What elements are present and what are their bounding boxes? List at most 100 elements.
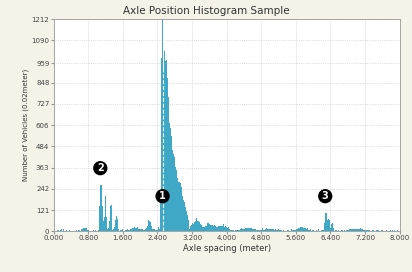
Bar (143, 230, 144, 231)
Bar (328, 219, 329, 231)
Bar (306, 229, 307, 231)
Bar (122, 229, 123, 231)
Bar (123, 230, 124, 231)
Bar (366, 230, 367, 231)
Bar (287, 230, 288, 231)
Bar (346, 230, 347, 231)
Bar (149, 221, 150, 231)
Bar (363, 230, 364, 231)
Bar (210, 225, 211, 231)
Bar (367, 230, 368, 231)
Bar (217, 227, 218, 231)
Bar (189, 227, 190, 231)
Bar (276, 230, 277, 231)
Bar (110, 206, 111, 231)
Bar (131, 229, 132, 231)
Bar (233, 230, 234, 231)
Bar (223, 224, 224, 231)
Bar (260, 230, 261, 231)
Text: 3: 3 (322, 191, 329, 201)
Bar (220, 226, 221, 231)
Bar (161, 58, 162, 231)
Bar (126, 230, 127, 231)
Bar (221, 226, 222, 231)
Bar (308, 230, 309, 231)
Bar (190, 226, 191, 231)
Bar (151, 226, 152, 231)
Bar (265, 230, 267, 231)
Bar (60, 230, 61, 231)
Bar (133, 228, 134, 231)
Bar (154, 229, 155, 231)
Bar (253, 229, 254, 231)
Bar (291, 229, 293, 231)
Bar (83, 228, 84, 231)
Y-axis label: Number of Vehicles (0.02meter): Number of Vehicles (0.02meter) (22, 69, 28, 181)
Bar (132, 227, 133, 231)
Bar (353, 229, 354, 231)
Bar (349, 229, 350, 231)
Bar (158, 227, 159, 231)
Bar (351, 229, 352, 231)
Bar (57, 230, 58, 231)
Bar (272, 229, 273, 231)
Bar (145, 229, 146, 231)
Bar (120, 230, 121, 231)
Bar (208, 223, 209, 231)
Bar (177, 178, 178, 231)
Bar (211, 225, 212, 231)
Bar (341, 230, 342, 231)
Bar (165, 61, 166, 231)
Bar (163, 20, 164, 231)
Bar (207, 223, 208, 231)
Bar (213, 225, 215, 231)
Bar (354, 229, 355, 231)
Bar (164, 51, 165, 231)
Bar (139, 228, 140, 231)
Bar (222, 226, 223, 231)
Bar (394, 230, 395, 231)
Bar (111, 205, 112, 231)
Bar (85, 228, 86, 231)
Bar (157, 230, 158, 231)
Bar (168, 97, 169, 231)
Bar (377, 230, 378, 231)
Bar (356, 229, 357, 231)
Bar (219, 226, 220, 231)
Bar (205, 226, 206, 231)
Bar (209, 224, 210, 231)
Bar (246, 228, 247, 231)
Bar (146, 228, 147, 231)
Bar (144, 230, 145, 231)
Bar (254, 229, 255, 231)
Bar (106, 217, 107, 231)
Bar (195, 221, 196, 231)
Bar (307, 228, 308, 231)
Bar (232, 230, 233, 231)
Bar (86, 228, 87, 231)
Bar (241, 228, 242, 231)
Bar (375, 230, 376, 231)
Bar (274, 230, 275, 231)
Bar (198, 221, 199, 231)
Bar (137, 227, 138, 231)
Bar (331, 224, 332, 231)
Bar (173, 154, 174, 231)
Bar (109, 221, 110, 231)
Bar (76, 230, 77, 231)
Text: 2: 2 (97, 163, 104, 173)
Bar (309, 230, 310, 231)
Bar (116, 216, 117, 231)
Bar (298, 228, 299, 231)
Bar (98, 223, 99, 231)
Text: 1: 1 (159, 191, 166, 201)
Bar (101, 185, 102, 231)
Bar (183, 200, 184, 231)
Bar (352, 229, 353, 231)
Bar (303, 228, 304, 231)
Bar (160, 202, 161, 231)
Bar (87, 230, 88, 231)
Bar (138, 228, 139, 231)
Bar (117, 227, 119, 231)
Bar (281, 230, 282, 231)
